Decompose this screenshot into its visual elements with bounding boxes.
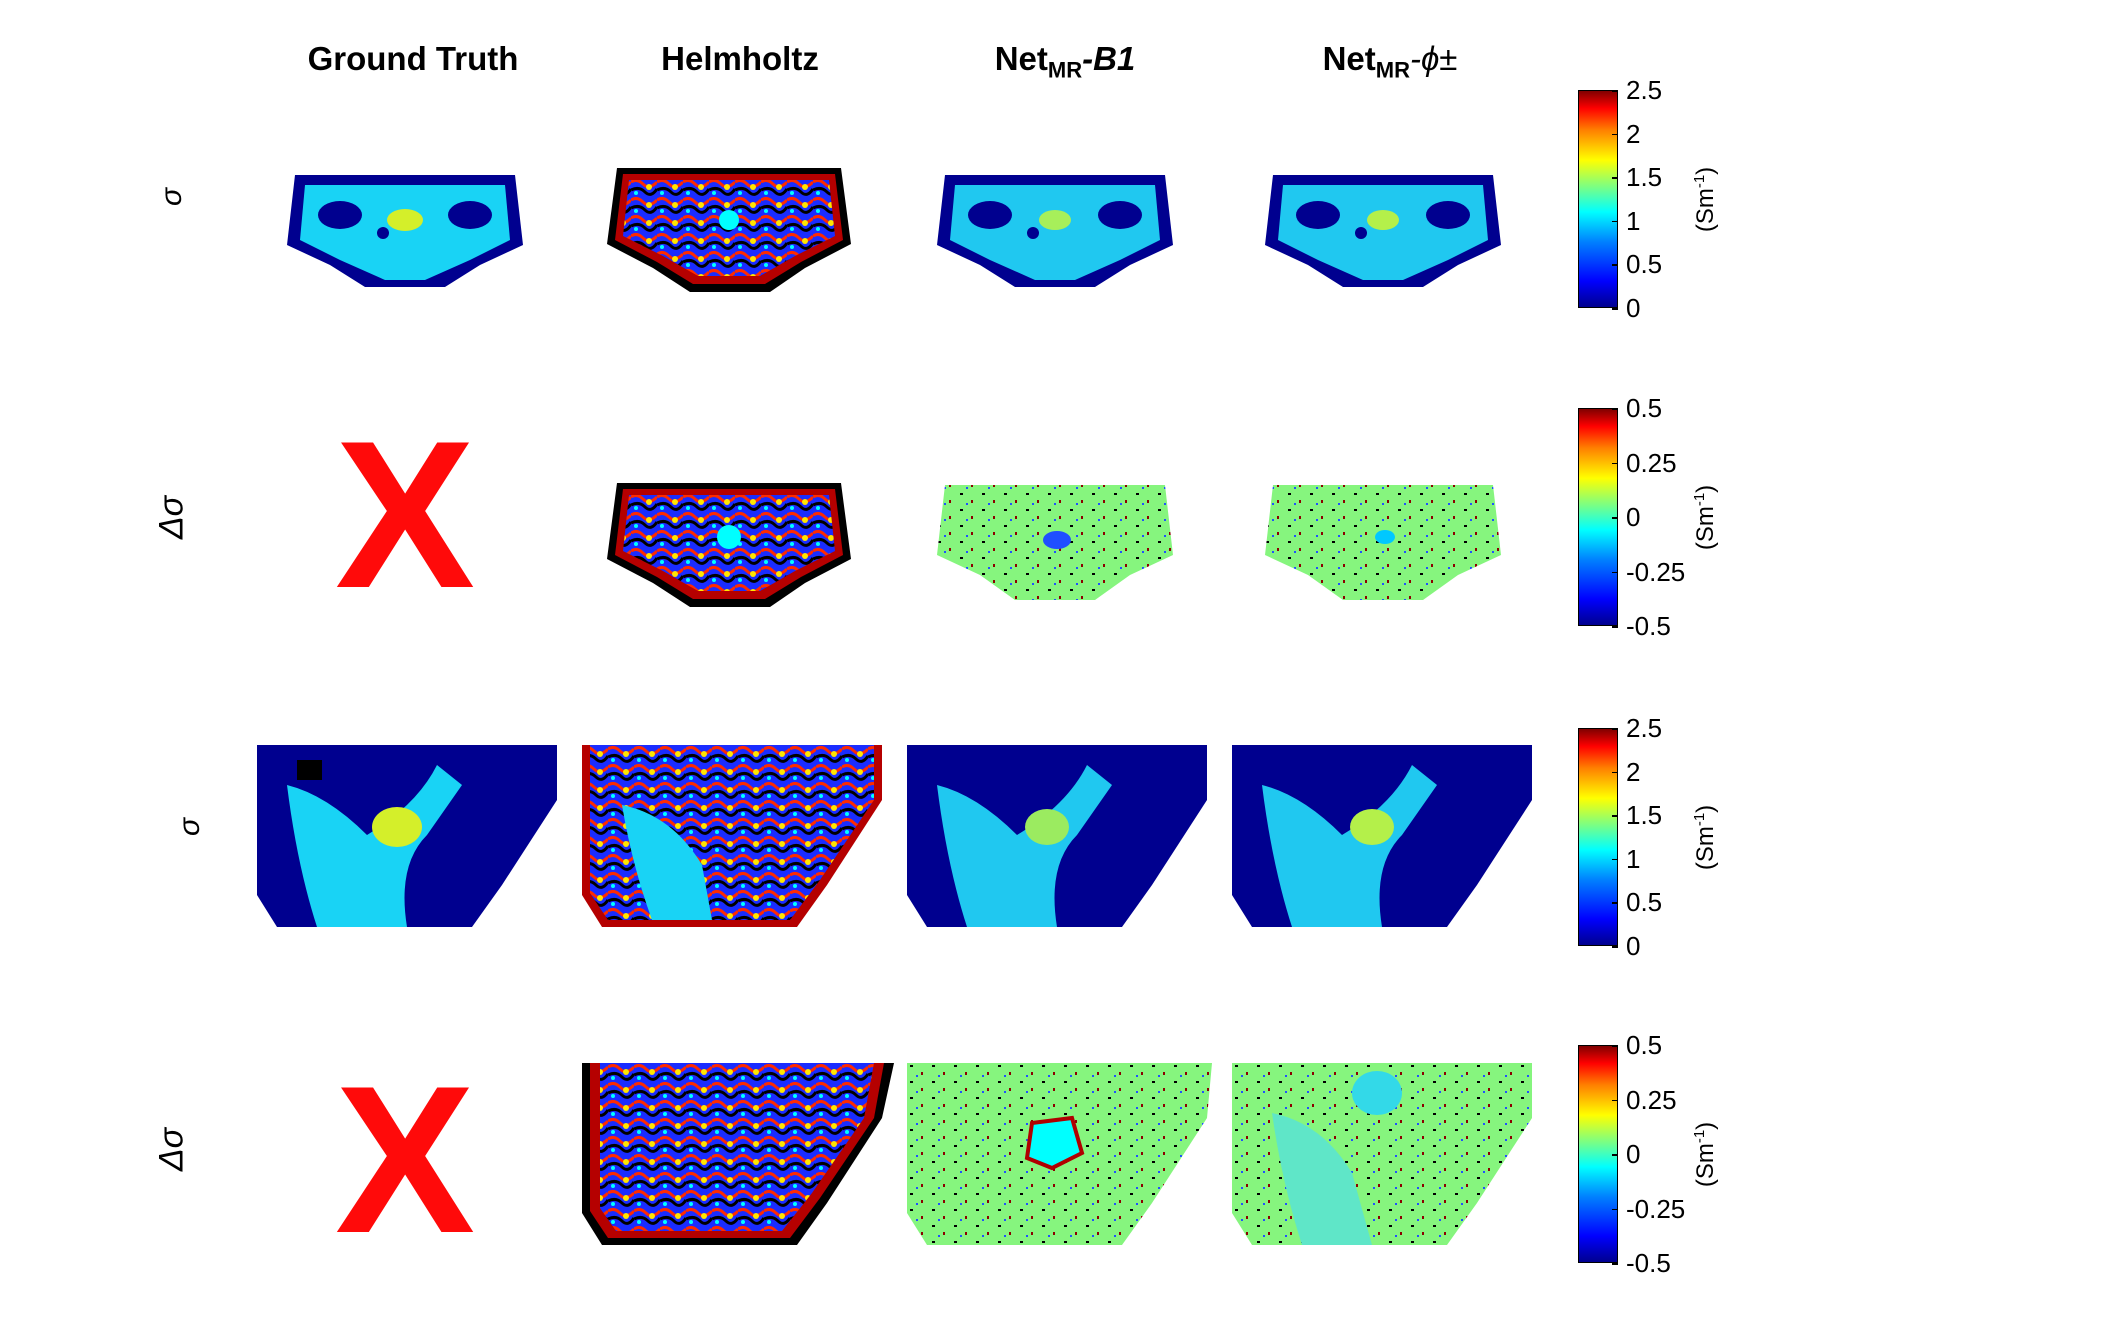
colorbar-tick-label: 0 (1626, 293, 1641, 323)
colorbar-unit-label: (Sm-1) (1691, 484, 1720, 551)
colorbar-tick-mark (1612, 517, 1618, 519)
colorbar-tick-mark (1612, 728, 1618, 730)
colorbar-tick-mark (1612, 264, 1618, 266)
colorbar-tick-mark (1612, 626, 1618, 628)
panel-axial-netmr-phi (1263, 165, 1503, 290)
colorbar-tick-label: 2 (1626, 756, 1641, 787)
panel-sagittal-netmr-b1 (907, 745, 1207, 927)
colorbar-tick-label: 0.5 (1626, 1030, 1663, 1060)
header-netmr-b1-suffix: -B1 (1082, 40, 1136, 77)
colorbar-tick-label: 0 (1626, 1139, 1641, 1169)
colorbar-tick-mark (1612, 1045, 1618, 1047)
colorbar-tick-label: 1.5 (1626, 800, 1663, 831)
panel-axial-diff-netmr-b1 (935, 475, 1175, 610)
panel-axial-diff-helmholtz (605, 475, 853, 610)
colorbar-tick-mark (1612, 902, 1618, 904)
colorbar-3 (1578, 728, 1618, 946)
colorbar-tick-label: 0.25 (1626, 447, 1677, 478)
panel-sagittal-ground-truth (257, 745, 557, 927)
panel-sagittal-diff-netmr-phi (1232, 1063, 1532, 1245)
panel-sagittal-diff-netmr-b1 (907, 1063, 1212, 1245)
colorbar-tick-mark (1612, 1154, 1618, 1156)
colorbar-tick-label: 2.5 (1626, 713, 1663, 743)
colorbar-tick-mark (1612, 1208, 1618, 1210)
colorbar-tick-label: 0.5 (1626, 393, 1663, 423)
colorbar-tick-label: 2 (1626, 118, 1641, 149)
header-helmholtz: Helmholtz (661, 40, 819, 77)
colorbar-tick-label: -0.5 (1626, 611, 1671, 641)
colorbar-tick-label: 1 (1626, 205, 1641, 236)
colorbar-tick-mark (1612, 946, 1618, 948)
colorbar-tick-mark (1612, 133, 1618, 136)
panel-axial-helmholtz (605, 160, 853, 295)
header-netmr-phi-main: Net (1322, 40, 1376, 77)
colorbar-tick-label: 1 (1626, 843, 1641, 874)
colorbar-tick-label: 1.5 (1626, 162, 1663, 193)
colorbar-tick-mark (1612, 771, 1618, 774)
row-label-sigma-sagittal: σ (173, 817, 206, 837)
colorbar-tick-mark (1612, 90, 1618, 92)
row-label-sigma-axial: σ (155, 187, 188, 207)
panel-axial-diff-netmr-phi (1263, 475, 1503, 610)
panel-axial-ground-truth (285, 165, 525, 290)
colorbar-unit-label: (Sm-1) (1691, 166, 1720, 233)
panel-axial-netmr-b1 (935, 165, 1175, 290)
colorbar-1 (1578, 90, 1618, 308)
colorbar-2 (1578, 408, 1618, 626)
missing-mark-axial: X (335, 397, 476, 632)
colorbar-tick-label: 0.5 (1626, 249, 1663, 280)
colorbar-tick-mark (1612, 220, 1618, 223)
colorbar-unit-label: (Sm-1) (1691, 1121, 1720, 1188)
colorbar-tick-label: 0.25 (1626, 1084, 1677, 1115)
colorbar-tick-label: -0.5 (1626, 1248, 1671, 1278)
header-netmr-b1-main: Net (994, 40, 1048, 77)
colorbar-tick-label: 0 (1626, 502, 1641, 532)
colorbar-tick-mark (1612, 571, 1618, 573)
colorbar-tick-mark (1612, 1263, 1618, 1265)
panel-sagittal-netmr-phi (1232, 745, 1532, 927)
header-netmr-phi-suffix: -ϕ± (1409, 40, 1458, 77)
header-netmr-b1-sub: MR (1047, 57, 1083, 83)
colorbar-tick-mark (1612, 858, 1618, 861)
row-label-delta-sigma-axial: Δσ (152, 495, 191, 540)
colorbar-unit-label: (Sm-1) (1691, 804, 1720, 871)
colorbar-tick-mark (1612, 308, 1618, 310)
header-netmr-phi-sub: MR (1375, 57, 1410, 83)
colorbar-tick-label: -0.25 (1626, 556, 1686, 587)
header-netmr-phi: NetMR-ϕ± (1230, 40, 1550, 84)
header-netmr-b1: NetMR-B1 (905, 40, 1225, 84)
colorbar-tick-label: -0.25 (1626, 1193, 1686, 1224)
panel-sagittal-diff-helmholtz (582, 1063, 894, 1245)
row-label-delta-sigma-sagittal: Δσ (152, 1127, 191, 1172)
colorbar-tick-mark (1612, 177, 1618, 179)
panel-sagittal-helmholtz (582, 745, 882, 927)
colorbar-tick-mark (1612, 408, 1618, 410)
colorbar-tick-label: 0.5 (1626, 887, 1663, 918)
colorbar-tick-mark (1612, 462, 1618, 464)
header-ground-truth: Ground Truth (307, 40, 519, 77)
missing-mark-sagittal: X (335, 1042, 476, 1277)
colorbar-tick-label: 0 (1626, 931, 1641, 961)
colorbar-tick-mark (1612, 1099, 1618, 1101)
colorbar-tick-label: 2.5 (1626, 75, 1663, 105)
colorbar-tick-mark (1612, 815, 1618, 817)
